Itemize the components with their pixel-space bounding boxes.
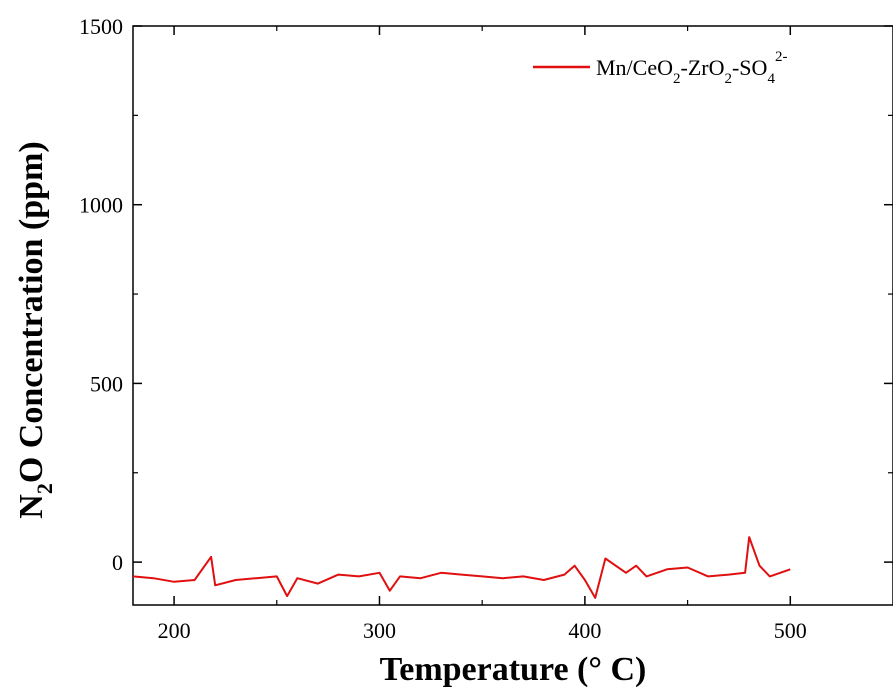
y-tick-label: 1500 [79, 14, 123, 39]
legend-superscript: 2- [775, 49, 788, 65]
y-axis-title: N2O Concentration (ppm) [13, 141, 57, 518]
series-line-0 [132, 536, 791, 599]
legend-text-part: Mn/CeO [596, 55, 673, 80]
y-axis-title-main: N [13, 494, 50, 519]
series-layer [132, 536, 791, 599]
legend-text-part: -ZrO [681, 55, 725, 80]
tick-labels: 200 300 400 500 0 500 1000 1500 [79, 14, 807, 643]
x-tick-label: 200 [158, 618, 191, 643]
y-tick-label: 0 [112, 550, 123, 575]
x-tick-label: 400 [568, 618, 601, 643]
x-tick-label: 300 [363, 618, 396, 643]
legend-subscript: 4 [767, 71, 775, 87]
y-tick-label: 500 [90, 371, 123, 396]
y-tick-label: 1000 [79, 193, 123, 218]
legend-subscript: 2 [673, 71, 681, 87]
legend-label: Mn/CeO2-ZrO2-SO42- [596, 49, 787, 87]
plot-frame [132, 25, 893, 606]
y-axis-title-rest: O Concentration (ppm) [13, 141, 50, 483]
legend: Mn/CeO2-ZrO2-SO42- [533, 49, 787, 87]
legend-subscript: 2 [724, 71, 732, 87]
x-axis-title: Temperature (° C) [380, 651, 647, 688]
legend-text-part: -SO [732, 55, 767, 80]
y-axis-title-subscript: 2 [32, 483, 57, 494]
x-tick-label: 500 [774, 618, 807, 643]
ticks [133, 25, 893, 605]
